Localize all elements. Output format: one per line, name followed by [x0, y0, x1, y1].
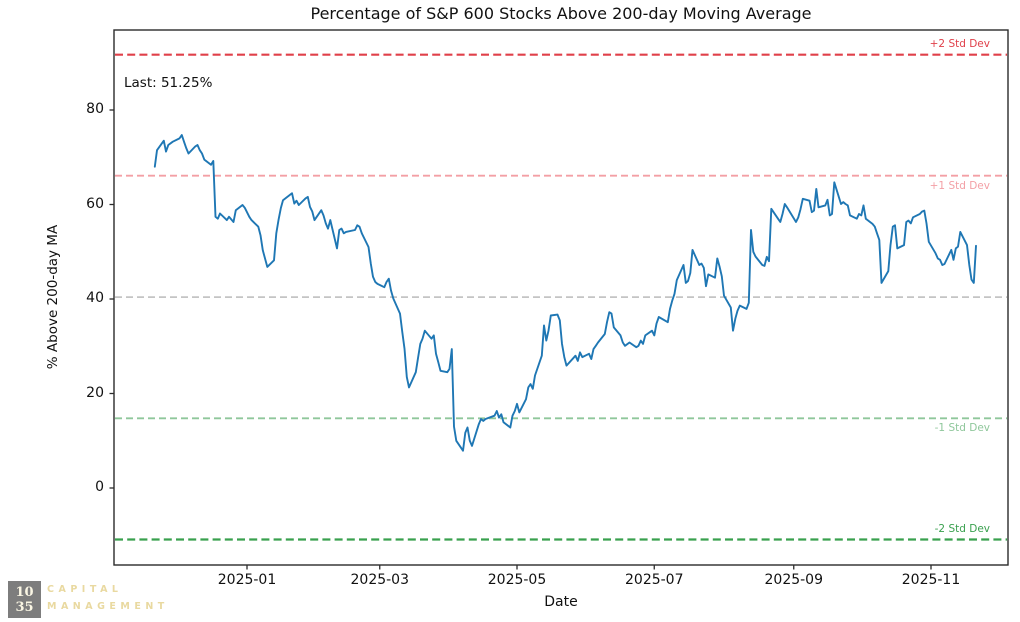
y-tick-label: 60 — [86, 195, 104, 212]
last-value-annotation: Last: 51.25% — [124, 75, 213, 91]
y-tick-label: 80 — [86, 101, 104, 117]
x-tick-label: 2025-11 — [901, 572, 961, 588]
x-tick-label: 2025-01 — [217, 572, 277, 588]
series-line — [153, 134, 977, 452]
y-tick-label: 40 — [86, 290, 104, 306]
logo-1035-box: 10 35 — [8, 581, 41, 618]
x-tick-label: 2025-07 — [625, 572, 684, 588]
plot-frame — [113, 29, 1009, 566]
x-tick-label: 2025-03 — [350, 572, 410, 588]
std-dev-label--2-std-dev: -2 Std Dev — [934, 522, 990, 535]
logo-box-line1: 10 — [15, 584, 34, 600]
y-axis-label: % Above 200-day MA — [45, 224, 61, 370]
chart-title: Percentage of S&P 600 Stocks Above 200-d… — [310, 4, 812, 23]
x-tick-label: 2025-05 — [487, 572, 547, 588]
capital-management-logo: 10 35 CAPITAL MANAGEMENT — [8, 580, 228, 620]
std-dev-label-+2-std-dev: +2 Std Dev — [929, 37, 990, 50]
logo-word-capital: CAPITAL — [47, 584, 123, 595]
logo-box-line2: 35 — [15, 599, 34, 615]
y-tick-label: 20 — [86, 384, 104, 401]
x-axis-label: Date — [544, 594, 578, 610]
y-tick-label: 0 — [95, 479, 104, 495]
logo-word-management: MANAGEMENT — [47, 601, 169, 612]
std-dev-label--1-std-dev: -1 Std Dev — [934, 422, 990, 435]
std-dev-label-+1-std-dev: +1 Std Dev — [929, 179, 990, 192]
x-tick-label: 2025-09 — [764, 572, 824, 588]
